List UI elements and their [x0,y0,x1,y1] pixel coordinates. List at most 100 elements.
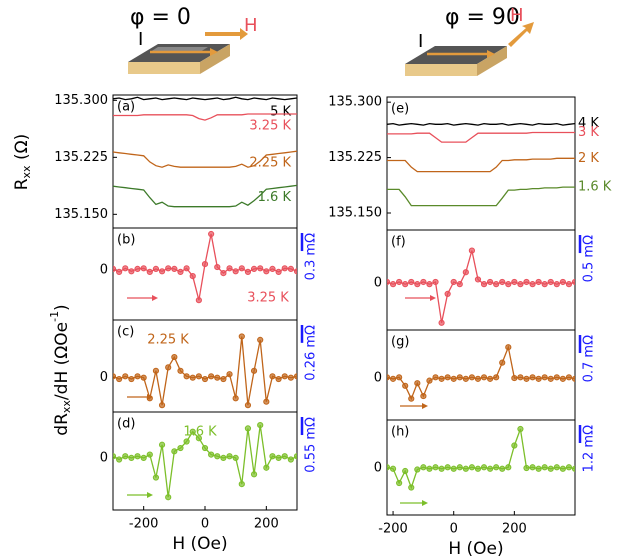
series-line [113,336,297,406]
data-point [171,265,178,272]
data-point [257,336,264,344]
data-point [414,380,421,387]
y-tick-label: 0 [374,461,382,476]
data-point [505,464,512,471]
data-point [293,373,297,380]
scale-bar-label: 0.26 mΩ [304,325,319,381]
data-point [456,464,463,471]
series-line [387,157,575,173]
y-tick-label: 0 [374,276,382,291]
data-point [122,373,129,380]
data-point [171,353,178,361]
data-point [165,364,172,371]
data-point [450,278,457,286]
data-point [535,465,542,472]
data-point [389,281,397,288]
data-point [287,374,294,381]
data-point [116,456,123,463]
series-line [387,122,575,126]
data-point [113,373,117,380]
data-point [226,265,233,272]
data-point [426,377,433,384]
data-point [408,395,415,402]
data-point [529,374,536,381]
data-point [389,465,397,472]
series-label: 4 K [578,116,599,131]
data-point [113,265,117,272]
data-point [396,278,403,286]
x-axis-label: H (Oe) [448,539,503,558]
data-point [263,464,270,471]
data-point [396,479,403,487]
data-point [214,453,221,460]
data-point [165,494,172,501]
series-label: 3.25 K [249,119,291,134]
device-left [128,28,248,74]
data-point [486,375,494,382]
data-point [244,425,252,432]
data-point [189,428,196,435]
data-point [493,281,500,288]
data-point [474,465,482,472]
data-point [474,276,482,283]
data-point [462,269,469,276]
data-point [432,374,439,381]
data-point [486,465,494,472]
data-point [480,464,488,471]
device-right [405,22,534,76]
data-point [541,374,548,381]
data-point [444,290,451,297]
data-point [523,375,530,382]
data-point [250,367,258,374]
data-point [547,278,554,286]
data-point [152,265,160,272]
data-point [208,451,215,458]
data-point [177,367,184,374]
y-axis-label-part: xx [60,400,73,414]
data-point [116,375,123,383]
data-point [250,265,258,272]
series-line [387,428,575,490]
data-point [511,442,518,449]
data-point [387,374,391,381]
y-tick-label: 135.150 [54,207,108,222]
data-point [214,263,221,271]
data-point [438,465,445,472]
data-point [535,375,542,382]
panel-label: (a) [117,100,135,115]
data-point [189,374,196,381]
data-point [134,373,141,380]
scale-bar-label: 0.55 mΩ [304,417,319,473]
y-axis-label-part: R [12,178,32,190]
data-point [146,395,153,402]
data-point [293,268,297,275]
y-axis-label: dRxx/dH (ΩOe-1) [48,304,73,435]
y-tick-label: 135.300 [54,93,108,108]
data-point [195,373,202,380]
data-point [559,465,566,472]
data-point [214,374,221,381]
series-label: 2 K [578,151,599,166]
x-tick-label: 200 [502,522,527,537]
data-point [438,319,445,326]
data-point [541,464,548,471]
data-point [499,465,506,472]
y-axis-label-part: -1 [48,311,61,322]
data-point [208,230,215,238]
data-point [468,247,476,254]
data-point [140,265,147,272]
panel-label: (d) [117,417,135,432]
data-point [571,375,575,382]
data-point [432,278,439,286]
plot-frame [386,96,576,231]
panel-label: (h) [391,425,409,440]
series-line [113,150,297,168]
data-point [201,260,209,268]
series-label: 3 K [578,125,599,140]
y-axis-label-part: xx [20,165,33,179]
data-point [565,464,573,471]
current-label: I [138,29,143,50]
panel-label: (f) [391,235,406,250]
scale-bar-label: 0.3 mΩ [304,233,319,280]
data-point [220,269,227,277]
